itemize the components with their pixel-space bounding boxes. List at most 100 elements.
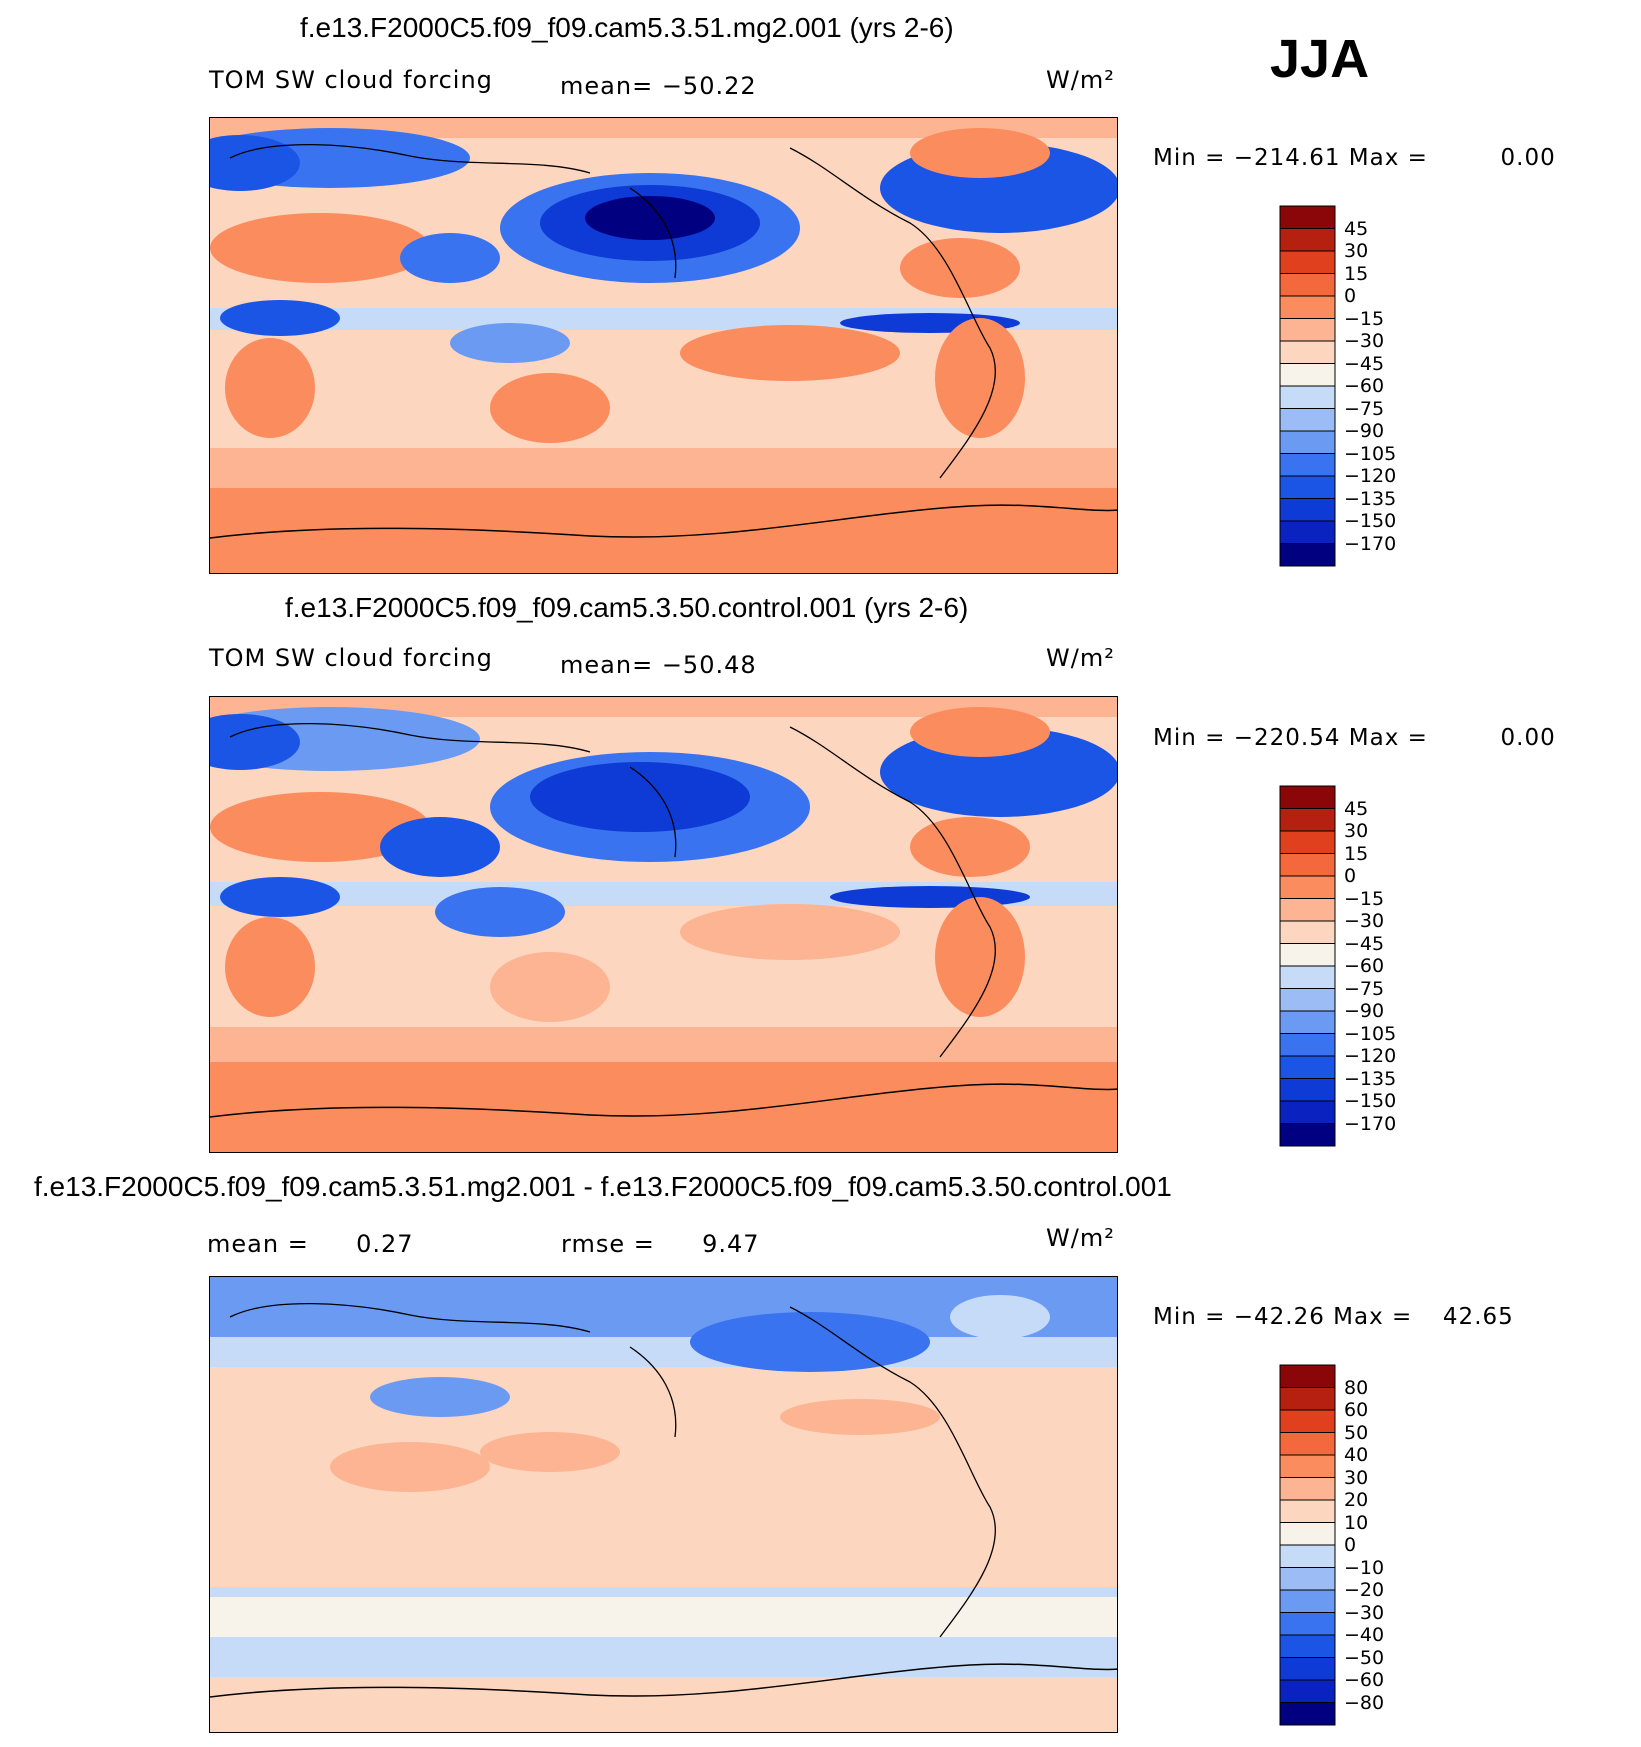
colorbar-label: −60 [1344,1669,1385,1691]
colorbar-label: −135 [1344,1067,1397,1090]
antarctic-coastline [210,1663,1117,1698]
colorbar-label: −150 [1344,1090,1397,1112]
colorbar-box [1279,1477,1336,1501]
colorbar-label: −90 [1344,420,1385,442]
panel2-title: f.e13.F2000C5.f09_f09.cam5.3.50.control.… [285,592,969,623]
colorbar-box [1279,965,1336,989]
colorbar-label: −60 [1344,375,1385,397]
continent-outlines [229,1302,996,1638]
panel3-max-label: Max = [1333,1304,1413,1330]
colorbar-label: −15 [1344,887,1385,910]
australia-orange [490,952,610,1022]
colorbar-label: 20 [1344,1489,1369,1511]
panel1-mean-label: mean= [560,72,654,100]
colorbar-label: −75 [1344,397,1385,420]
se-pacific-orange [680,325,900,381]
colorbar-box [1279,1454,1336,1478]
colorbar-label: −30 [1344,910,1385,932]
colorbar-label: −105 [1344,1022,1397,1045]
colorbar-box [1279,830,1336,854]
e-pacific-orange [780,1399,940,1435]
colorbar-label: −45 [1344,352,1385,375]
colorbar-label: −15 [1344,307,1385,330]
colorbar-box [1279,1499,1336,1523]
panel1-minmax: Min = −214.61 Max = 0.00 [1153,145,1556,171]
colorbar-label: −10 [1344,1556,1385,1579]
panel3-units: W/m² [1046,1224,1115,1252]
w-pacific-orange [480,1432,620,1472]
colorbar-box [1279,228,1336,252]
colorbar-label: 15 [1344,842,1369,865]
colorbar-box [1279,498,1336,522]
panel3-mean: mean = 0.27 [207,1230,414,1258]
colorbar-label: −120 [1344,465,1397,487]
colorbar-box [1279,385,1336,409]
colorbar-label: −90 [1344,1000,1385,1022]
colorbar-box [1279,943,1336,967]
colorbar-box [1279,340,1336,364]
colorbar-box [1279,430,1336,454]
colorbar-box [1279,318,1336,342]
s-america-orange [935,318,1025,438]
colorbar-label: 45 [1344,797,1369,820]
colorbar-box [1279,1409,1336,1433]
panel3-map-svg [210,1277,1117,1732]
continent-outlines [229,143,996,479]
panel1-min-label: Min = [1153,145,1226,171]
panel3-rmse: rmse = 9.47 [561,1230,760,1258]
sahara-orange [210,792,430,862]
panel1-mean: mean= −50.22 [560,72,757,100]
colorbar-box [1279,475,1336,499]
colorbar-label: 40 [1344,1444,1369,1466]
colorbar-svg [1279,785,1336,1147]
panel2-min-label: Min = [1153,725,1226,751]
colorbar-box [1279,1100,1336,1124]
season-label: JJA [1270,29,1370,89]
colorbar-box [1279,1612,1336,1636]
colorbar-box [1279,1123,1336,1147]
colorbar-box [1279,1567,1336,1591]
africa-itcz [220,300,340,336]
panel3-mean-value: 0.27 [356,1230,414,1258]
colorbar-label: −170 [1344,532,1397,555]
colorbar-box [1279,363,1336,387]
panel3-max-value: 42.65 [1442,1304,1514,1330]
colorbar-label: −150 [1344,510,1397,532]
maritime-blue [450,323,570,363]
greenland-orange [910,707,1050,757]
colorbar-label: 0 [1344,865,1357,887]
colorbar-label: 60 [1344,1399,1369,1421]
colorbar-box [1279,853,1336,877]
africa-itcz [220,877,340,917]
colorbar-label: −30 [1344,330,1385,352]
s-america-orange [935,897,1025,1017]
panel2-units: W/m² [1046,644,1115,672]
colorbar-label: −80 [1344,1691,1385,1714]
colorbar-svg [1279,1364,1336,1726]
asia-blue [370,1377,510,1417]
southern-midlat-band [210,448,1117,488]
antarctic-coastline [210,1083,1117,1118]
panel3-rmse-value: 9.47 [702,1230,760,1258]
colorbar-box [1279,295,1336,319]
colorbar-label: 50 [1344,1421,1369,1444]
continent-outlines [229,722,996,1058]
se-pacific-orange [680,904,900,960]
subtrop-atlantic-orange [910,817,1030,877]
panel3-mean-label: mean = [207,1230,309,1258]
panel3-title: f.e13.F2000C5.f09_f09.cam5.3.51.mg2.001 … [34,1171,1172,1202]
colorbar-box [1279,1033,1336,1057]
s-africa-orange [225,917,315,1017]
colorbar-label: −120 [1344,1045,1397,1067]
panel2-max-value: 0.00 [1500,725,1556,751]
panel2-minmax: Min = −220.54 Max = 0.00 [1153,725,1556,751]
colorbar-label: −170 [1344,1112,1397,1135]
colorbar-box [1279,808,1336,832]
colorbar-box [1279,1364,1336,1388]
panel1-min-value: −214.61 [1233,145,1341,171]
colorbar-label: −20 [1344,1579,1385,1601]
panel2-mean: mean= −50.48 [560,651,757,679]
panel1-title: f.e13.F2000C5.f09_f09.cam5.3.51.mg2.001 … [300,12,954,43]
indian-ocean-orange [330,1442,490,1492]
colorbar-box [1279,1055,1336,1079]
